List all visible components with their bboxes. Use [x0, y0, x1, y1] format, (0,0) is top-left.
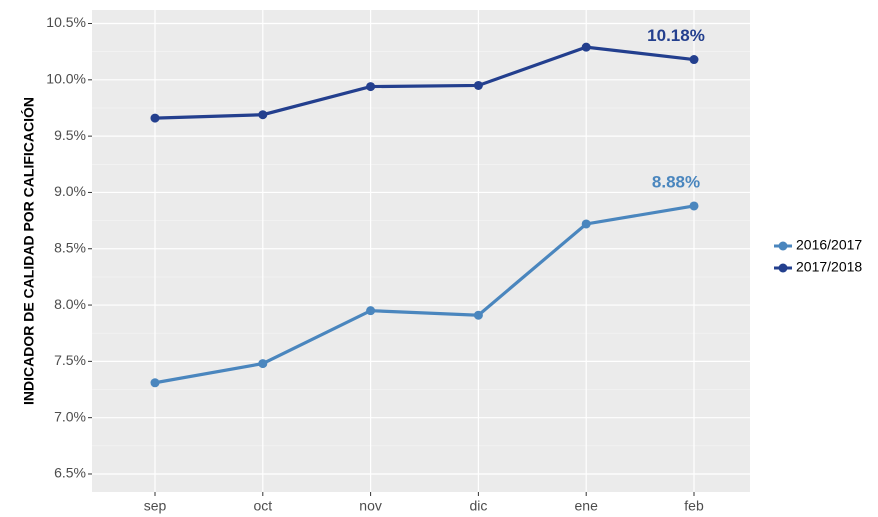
- y-tick-label: 6.5%: [54, 465, 86, 481]
- legend-label: 2016/2017: [796, 237, 862, 253]
- x-tick-label: nov: [359, 498, 382, 514]
- x-tick-label: ene: [575, 498, 599, 514]
- data-label: 10.18%: [647, 26, 705, 45]
- point: [689, 201, 699, 211]
- point: [258, 110, 268, 120]
- point: [473, 310, 483, 320]
- y-axis-label: INDICADOR DE CALIDAD POR CALIFICACIÓN: [20, 97, 37, 405]
- x-tick-label: feb: [684, 498, 704, 514]
- y-tick-label: 9.0%: [54, 183, 86, 199]
- point: [366, 306, 376, 316]
- y-tick-label: 10.0%: [46, 71, 86, 87]
- point: [581, 42, 591, 52]
- y-tick-label: 7.5%: [54, 352, 86, 368]
- plot-panel: [92, 10, 750, 492]
- point: [150, 378, 160, 388]
- point: [581, 219, 591, 229]
- x-tick-label: dic: [469, 498, 487, 514]
- y-tick-label: 9.5%: [54, 127, 86, 143]
- data-label: 8.88%: [652, 172, 700, 191]
- series-line: [154, 204, 695, 385]
- point: [689, 55, 699, 65]
- y-tick-label: 7.0%: [54, 408, 86, 424]
- x-tick-label: sep: [144, 498, 167, 514]
- point: [150, 113, 160, 123]
- y-tick-label: 8.5%: [54, 239, 86, 255]
- y-tick-label: 8.0%: [54, 296, 86, 312]
- legend-label: 2017/2018: [796, 259, 862, 275]
- point: [258, 359, 268, 369]
- point: [473, 80, 483, 90]
- point: [366, 82, 376, 92]
- legend-glyph-point: [778, 263, 788, 273]
- series-line: [154, 45, 695, 120]
- x-tick-label: oct: [253, 498, 272, 514]
- y-tick-label: 10.5%: [46, 14, 86, 30]
- legend-glyph-point: [778, 241, 788, 251]
